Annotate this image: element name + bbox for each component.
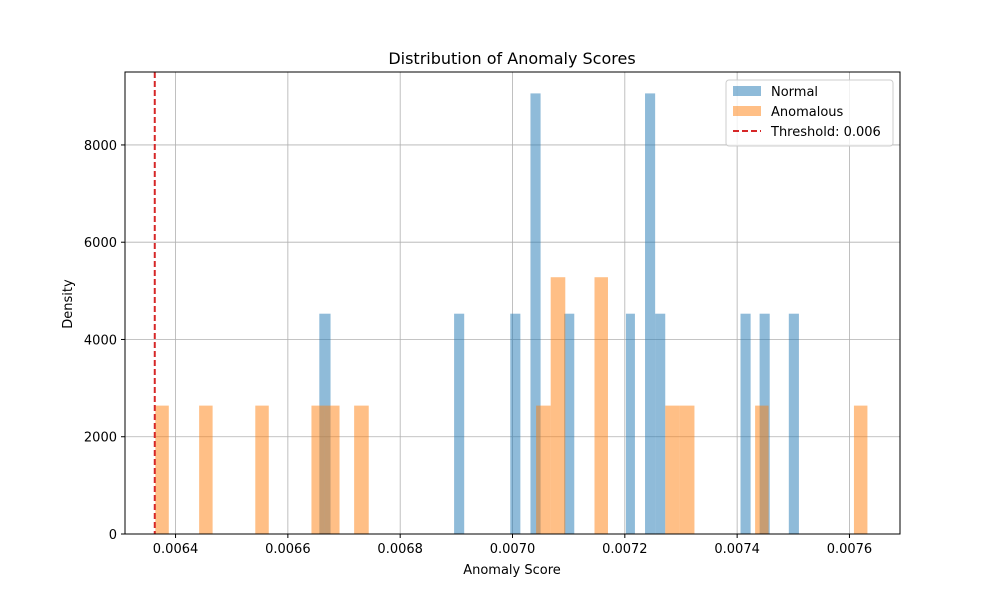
anomalous-bar-9 bbox=[665, 405, 680, 534]
legend-swatch-anomalous bbox=[733, 106, 761, 116]
x-axis-ticks: 0.0064 0.0066 0.0068 0.0070 0.0072 0.0074 0.00… bbox=[153, 534, 872, 557]
anomalous-bar-0 bbox=[155, 405, 169, 534]
anomalous-series-bars bbox=[155, 277, 868, 534]
anomalous-bar-10 bbox=[679, 405, 695, 534]
legend: Normal Anomalous Threshold: 0.006 bbox=[725, 79, 894, 147]
x-tick-label-3: 0.0070 bbox=[490, 542, 536, 557]
normal-bar-1 bbox=[454, 313, 465, 534]
anomalous-bar-5 bbox=[354, 405, 369, 534]
legend-swatch-normal bbox=[733, 86, 761, 96]
anomalous-bar-3 bbox=[311, 405, 325, 534]
normal-bar-7 bbox=[655, 313, 666, 534]
anomalous-bar-6 bbox=[536, 405, 551, 534]
plot-area bbox=[124, 71, 901, 535]
y-tick-label-4: 8000 bbox=[84, 139, 117, 154]
anomalous-bar-4 bbox=[324, 405, 340, 534]
x-tick-label-2: 0.0068 bbox=[377, 542, 423, 557]
normal-bar-10 bbox=[788, 313, 799, 534]
x-tick-label-0: 0.0064 bbox=[153, 542, 199, 557]
legend-box bbox=[725, 79, 894, 147]
anomalous-bar-1 bbox=[199, 405, 213, 534]
x-tick-label-5: 0.0074 bbox=[714, 542, 760, 557]
anomalous-bar-7 bbox=[550, 277, 566, 534]
normal-bar-6 bbox=[645, 93, 656, 535]
normal-bar-5 bbox=[625, 313, 635, 534]
legend-label-normal: Normal bbox=[771, 85, 818, 100]
normal-bar-2 bbox=[510, 313, 521, 534]
anomalous-bar-11 bbox=[755, 405, 769, 534]
chart-title: Distribution of Anomaly Scores bbox=[388, 49, 635, 68]
y-tick-label-0: 0 bbox=[109, 528, 117, 543]
x-axis-label: Anomaly Score bbox=[463, 563, 561, 578]
y-tick-label-2: 4000 bbox=[84, 333, 117, 348]
y-axis-label: Density bbox=[61, 279, 76, 329]
normal-bar-3 bbox=[530, 93, 541, 535]
x-tick-label-6: 0.0076 bbox=[827, 542, 873, 557]
y-axis-ticks: 0 2000 4000 6000 8000 bbox=[84, 139, 125, 543]
normal-bar-8 bbox=[740, 313, 751, 534]
y-tick-label-1: 2000 bbox=[84, 431, 117, 446]
anomalous-bar-2 bbox=[255, 405, 269, 534]
anomalous-bar-12 bbox=[853, 405, 868, 534]
legend-label-threshold: Threshold: 0.006 bbox=[770, 125, 881, 140]
anomalous-bar-8 bbox=[594, 277, 608, 534]
x-tick-label-4: 0.0072 bbox=[602, 542, 648, 557]
legend-label-anomalous: Anomalous bbox=[771, 105, 844, 120]
x-tick-label-1: 0.0066 bbox=[265, 542, 311, 557]
normal-bar-4 bbox=[564, 313, 575, 534]
y-tick-label-3: 6000 bbox=[84, 236, 117, 251]
